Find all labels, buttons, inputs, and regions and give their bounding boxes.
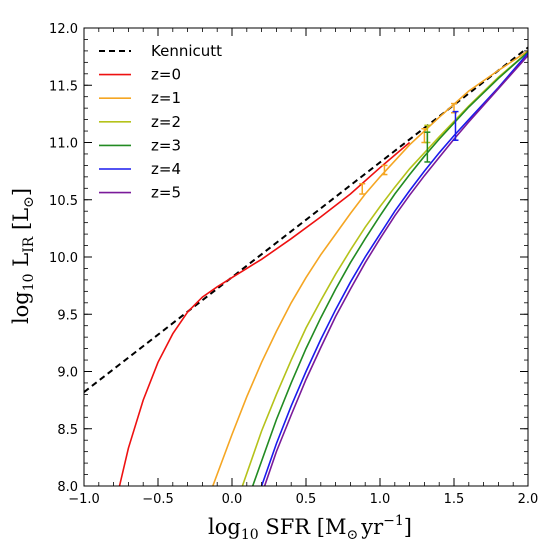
- x-tick-label: −1.0: [68, 492, 100, 507]
- y-tick-label: 10.0: [49, 251, 78, 266]
- y-tick-label: 8.5: [57, 423, 78, 438]
- error-bar: [381, 164, 388, 176]
- error-bar: [452, 110, 459, 141]
- series-line-z-2: [241, 51, 528, 486]
- legend-entry: z=1: [99, 89, 181, 107]
- y-tick-label: 11.0: [49, 137, 78, 152]
- y-tick-label: 10.5: [49, 194, 78, 209]
- x-tick-label: −0.5: [142, 492, 174, 507]
- axis-ticks: −1.0 −0.5 0.0 0.5 1.0 1.5 2.0 8.0 8.5 9.0 9.5 10.0 1…: [49, 22, 538, 507]
- legend-label: z=5: [151, 184, 181, 202]
- y-tick-label: 9.5: [57, 308, 78, 323]
- x-tick-label: 0.0: [222, 492, 243, 507]
- legend: Kennicutt z=0 z=1 z=2 z=3 z=4 z=5: [99, 42, 222, 202]
- legend-label: z=0: [151, 66, 181, 84]
- error-bar: [424, 131, 431, 163]
- y-axis-label: log10 LIR [L⊙]: [9, 188, 37, 324]
- series-line-kennicutt: [84, 46, 528, 393]
- legend-label: z=3: [151, 136, 181, 154]
- legend-entry: z=2: [99, 113, 181, 131]
- x-tick-label: 2.0: [518, 492, 539, 507]
- legend-entry: z=3: [99, 136, 181, 154]
- legend-entry: Kennicutt: [99, 42, 222, 60]
- x-tick-label: 0.5: [296, 492, 317, 507]
- x-tick-label: 1.5: [444, 492, 465, 507]
- series-line-z-1: [212, 50, 528, 486]
- legend-entry: z=5: [99, 184, 181, 202]
- legend-entry: z=4: [99, 160, 181, 178]
- legend-entry: z=0: [99, 66, 181, 84]
- legend-label: z=4: [151, 160, 181, 178]
- series-line-z-3: [251, 51, 528, 486]
- series-line-z-0: [118, 141, 411, 486]
- y-tick-label: 12.0: [49, 22, 78, 37]
- y-tick-label: 8.0: [57, 480, 78, 495]
- error-bar: [359, 182, 366, 195]
- series-line-z-5: [263, 54, 528, 486]
- legend-label: z=1: [151, 89, 181, 107]
- x-tick-label: 1.0: [370, 492, 391, 507]
- plot-area: [84, 46, 528, 486]
- legend-label: z=2: [151, 113, 181, 131]
- y-tick-label: 9.0: [57, 366, 78, 381]
- x-axis-label: log10 SFR [M⊙ yr−1]: [208, 513, 412, 543]
- series-line-z-4: [260, 52, 528, 486]
- y-tick-label: 11.5: [49, 79, 78, 94]
- legend-label: Kennicutt: [151, 42, 222, 60]
